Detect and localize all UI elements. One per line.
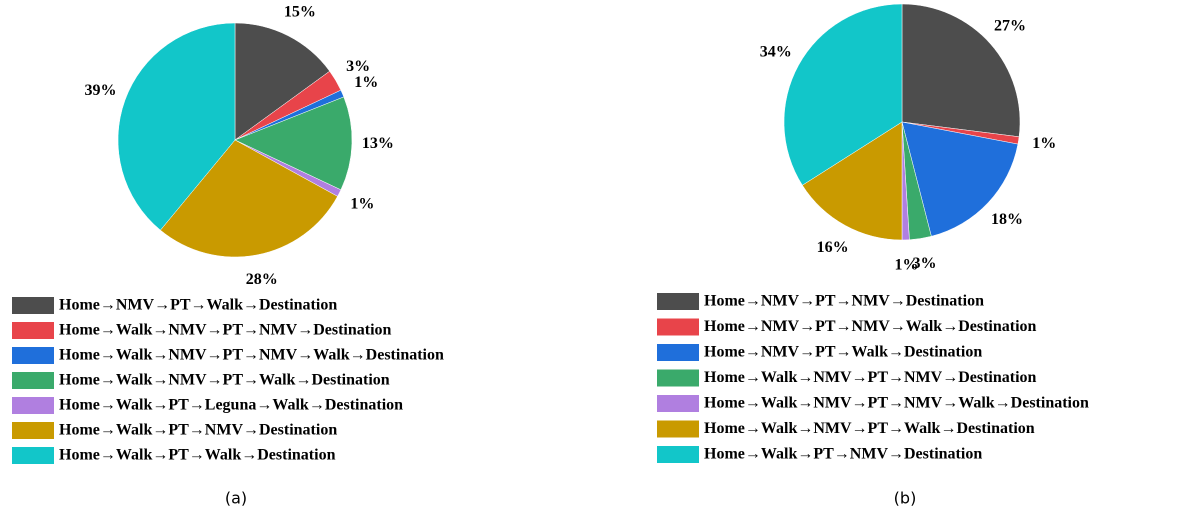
slice-label: 39% [84,82,116,99]
legend-label: Home→NMV→PT→NMV→Destination [704,293,984,310]
slice-label: 1% [1032,135,1056,152]
legend-swatch [657,344,699,361]
pie-slice [234,96,353,191]
legend-swatch [657,395,699,412]
legend-swatch [12,322,54,339]
caption: (a) [225,489,247,508]
slice-label: 15% [284,3,316,20]
legend-swatch [657,446,699,463]
legend-label: Home→NMV→PT→NMV→Walk→Destination [704,318,1037,335]
legend-swatch [12,372,54,389]
legend-swatch [12,297,54,314]
legend-swatch [657,318,699,336]
slice-label: 3% [346,58,370,75]
legend-label: Home→Walk→NMV→PT→NMV→Walk→Destination [59,347,444,364]
legend-swatch [12,347,54,364]
pie-slice [901,121,1019,237]
legend-label: Home→NMV→PT→Walk→Destination [59,297,337,314]
legend-label: Home→Walk→PT→Walk→Destination [59,447,336,464]
slice-label: 18% [991,211,1023,228]
legend-label: Home→Walk→NMV→PT→NMV→Walk→Destination [704,395,1089,412]
legend-swatch [657,420,699,438]
slice-label: 3% [913,255,937,272]
legend-label: Home→Walk→NMV→PT→NMV→Destination [59,322,392,339]
slice-label: 28% [246,271,278,288]
legend-label: Home→Walk→PT→Leguna→Walk→Destination [59,397,403,414]
legend-label: Home→Walk→NMV→PT→Walk→Destination [704,420,1035,437]
caption: (b) [894,489,917,508]
slice-label: 1% [895,257,919,274]
legend-swatch [657,293,699,310]
slice-label: 13% [362,135,394,152]
legend-swatch [12,422,54,439]
legend-label: Home→Walk→NMV→PT→Walk→Destination [59,372,390,389]
legend-swatch [657,369,699,387]
legend-label: Home→Walk→PT→NMV→Destination [704,446,982,463]
legend-label: Home→NMV→PT→Walk→Destination [704,344,982,361]
pie-slice [802,121,903,241]
slice-label: 34% [760,43,792,60]
pie-slice [783,3,903,186]
pie-slice [901,3,1021,138]
legend-label: Home→Walk→NMV→PT→NMV→Destination [704,369,1037,386]
slice-label: 16% [817,239,849,256]
slice-label: 1% [354,74,378,91]
slice-label: 1% [350,196,374,213]
pie-slice [117,22,236,231]
slice-label: 27% [994,17,1026,34]
legend-swatch [12,447,54,464]
pie-slice [160,139,338,258]
legend-label: Home→Walk→PT→NMV→Destination [59,422,337,439]
legend-swatch [12,397,54,414]
pie-slice [234,22,331,141]
